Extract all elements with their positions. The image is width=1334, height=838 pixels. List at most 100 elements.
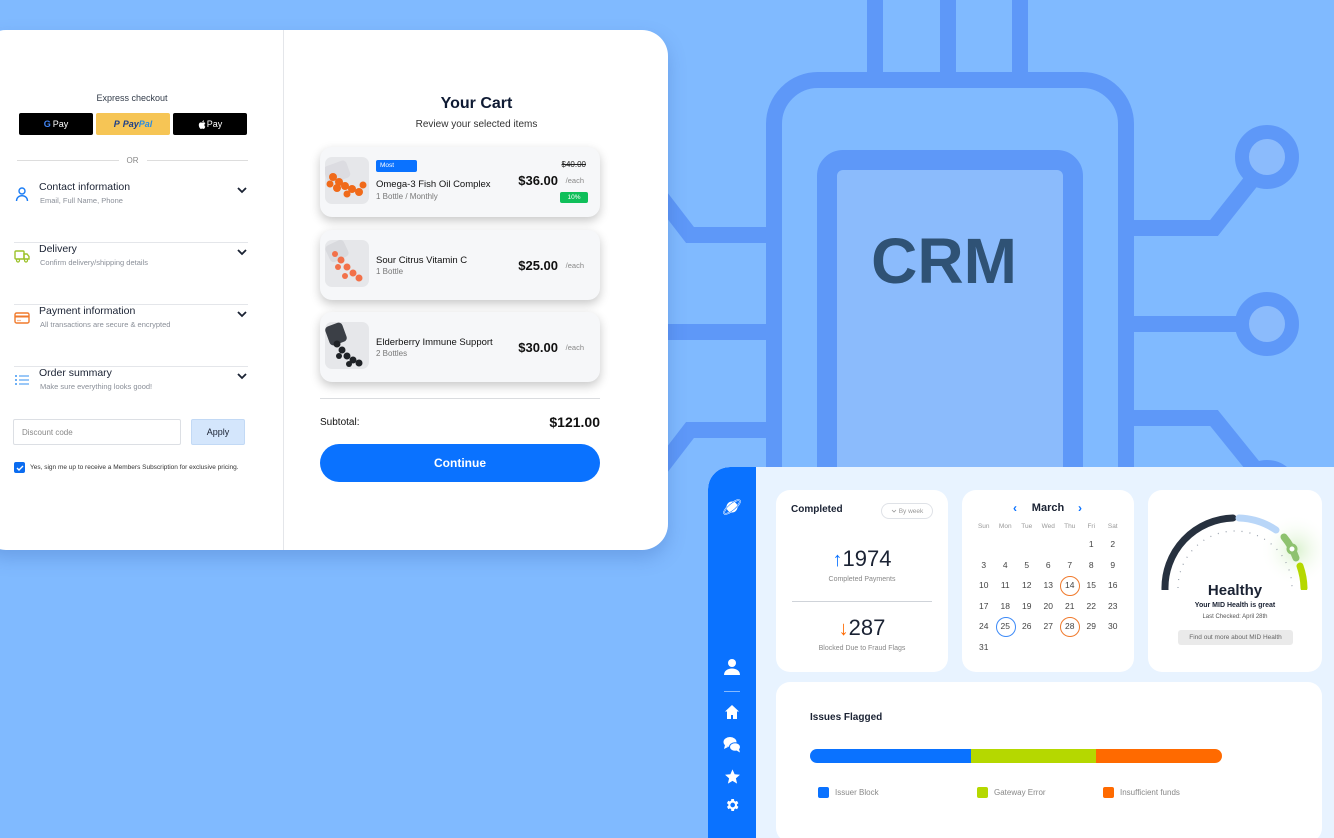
section-payment-information[interactable]: Payment information All transactions are… (14, 305, 248, 367)
item-quantity: 1 Bottle / Monthly (376, 192, 438, 201)
calendar-blank (973, 534, 995, 555)
checkmark-icon (16, 465, 23, 471)
calendar-day[interactable]: 9 (1110, 559, 1116, 570)
calendar-day[interactable]: 19 (1022, 600, 1032, 611)
calendar-day[interactable]: 15 (1086, 580, 1096, 590)
mid-health-card: Healthy Your MID Health is great Last Ch… (1148, 490, 1322, 672)
paypal-button[interactable]: P Pay Pal (96, 113, 170, 135)
arrow-up-icon: ↑ (832, 549, 843, 571)
calendar-day[interactable]: 20 (1043, 600, 1053, 611)
legend-insufficient-funds: Insufficient funds (1103, 787, 1180, 798)
blocked-label: Blocked Due to Fraud Flags (818, 645, 906, 652)
calendar-day[interactable]: 8 (1088, 559, 1094, 570)
calendar-day[interactable]: 27 (1043, 621, 1053, 631)
product-image-omega3 (325, 157, 369, 204)
chat-icon[interactable] (722, 734, 742, 754)
credit-card-icon (14, 312, 30, 324)
user-icon[interactable] (722, 657, 742, 677)
subscription-checkbox[interactable] (14, 462, 25, 473)
mid-health-info-button[interactable]: Find out more about MID Health (1178, 630, 1293, 645)
truck-icon (14, 250, 30, 263)
cart-item[interactable]: Sour Citrus Vitamin C 1 Bottle $25.00 /e… (320, 230, 600, 300)
next-month-button[interactable]: › (1078, 501, 1082, 515)
continue-button[interactable]: Continue (320, 444, 600, 482)
calendar-day[interactable]: 10 (979, 580, 989, 590)
price-unit: /each (565, 343, 584, 352)
item-price: $25.00 (518, 258, 558, 273)
calendar-day[interactable]: 31 (979, 641, 989, 652)
section-order-summary[interactable]: Order summary Make sure everything looks… (14, 367, 248, 429)
price-unit: /each (565, 261, 584, 270)
legend-swatch (1103, 787, 1114, 798)
calendar-day[interactable]: 11 (1000, 580, 1010, 590)
item-price: $36.00 (518, 173, 558, 188)
subtotal-label: Subtotal: (320, 417, 360, 428)
calendar-day[interactable]: 16 (1108, 580, 1118, 590)
star-icon[interactable] (722, 766, 742, 786)
calendar-day[interactable]: 17 (979, 600, 989, 611)
issues-title: Issues Flagged (810, 712, 883, 723)
calendar-day[interactable]: 3 (981, 559, 987, 570)
google-pay-button[interactable]: G Pay (19, 113, 93, 135)
item-name: Omega-3 Fish Oil Complex (376, 179, 491, 190)
cart-item[interactable]: Elderberry Immune Support 2 Bottles $30.… (320, 312, 600, 382)
calendar-day[interactable]: 24 (979, 621, 989, 631)
planet-icon[interactable] (722, 497, 742, 517)
checkout-card: Express checkout G Pay P Pay Pal Pay OR C… (0, 30, 668, 550)
completed-payments-stat: ↑1974 (832, 546, 892, 571)
calendar-blank (1038, 534, 1060, 555)
item-quantity: 1 Bottle (376, 267, 404, 276)
discount-code-input[interactable]: Discount code (13, 419, 181, 445)
home-icon[interactable] (722, 702, 742, 722)
issues-bar-segment (1096, 749, 1222, 763)
apple-pay-button[interactable]: Pay (173, 113, 247, 135)
issues-bar-segment (970, 749, 1097, 763)
cart-item[interactable]: Most Omega-3 Fish Oil Complex 1 Bottle /… (320, 147, 600, 217)
item-name: Elderberry Immune Support (376, 337, 493, 348)
product-image-vitamin-c (325, 240, 369, 287)
calendar-day[interactable]: 5 (1024, 559, 1030, 570)
chevron-down-icon[interactable] (236, 184, 248, 196)
section-subtitle: Email, Full Name, Phone (40, 196, 123, 205)
section-delivery[interactable]: Delivery Confirm delivery/shipping detai… (14, 243, 248, 305)
calendar-month: March (1031, 502, 1065, 514)
arrow-down-icon: ↓ (838, 618, 849, 640)
calendar-day[interactable]: 25 (995, 616, 1017, 637)
calendar-day[interactable]: 18 (1000, 600, 1010, 611)
calendar-day[interactable]: 4 (1002, 559, 1008, 570)
calendar-day[interactable]: 21 (1065, 600, 1075, 611)
google-g-icon: G (43, 119, 51, 129)
calendar-day[interactable]: 14 (1059, 575, 1081, 596)
section-title: Order summary (39, 367, 112, 379)
legend-gateway-error: Gateway Error (977, 787, 1046, 798)
calendar-day[interactable]: 12 (1022, 580, 1032, 590)
calendar-day[interactable]: 26 (1022, 621, 1032, 631)
calendar-day[interactable]: 2 (1110, 539, 1116, 549)
calendar-day[interactable]: 22 (1086, 600, 1096, 611)
calendar-day[interactable]: 6 (1045, 559, 1051, 570)
apply-discount-button[interactable]: Apply (191, 419, 245, 445)
subscription-opt-in[interactable]: Yes, sign me up to receive a Members Sub… (14, 462, 239, 473)
calendar-day[interactable]: 1 (1088, 539, 1094, 549)
period-filter-dropdown[interactable]: By week (881, 503, 933, 519)
calendar-day[interactable]: 7 (1067, 559, 1073, 570)
chevron-down-icon[interactable] (236, 246, 248, 258)
calendar-day[interactable]: 23 (1108, 600, 1118, 611)
calendar-day[interactable]: 30 (1108, 621, 1118, 631)
weekday-label: Fri (1087, 523, 1096, 530)
subtotal-value: $121.00 (549, 414, 600, 430)
item-price: $30.00 (518, 340, 558, 355)
gear-icon[interactable] (722, 795, 742, 815)
chevron-down-icon[interactable] (236, 370, 248, 382)
chevron-down-icon[interactable] (236, 308, 248, 320)
section-contact-information[interactable]: Contact information Email, Full Name, Ph… (14, 181, 248, 243)
calendar-day[interactable]: 13 (1043, 580, 1053, 590)
calendar-day[interactable]: 29 (1086, 621, 1096, 631)
prev-month-button[interactable]: ‹ (1013, 501, 1017, 515)
calendar-day[interactable]: 28 (1059, 616, 1081, 637)
health-subtitle: Your MID Health is great (1194, 602, 1276, 609)
section-title: Delivery (39, 243, 77, 255)
section-title: Payment information (39, 305, 136, 317)
weekday-label: Thu (1064, 523, 1076, 530)
